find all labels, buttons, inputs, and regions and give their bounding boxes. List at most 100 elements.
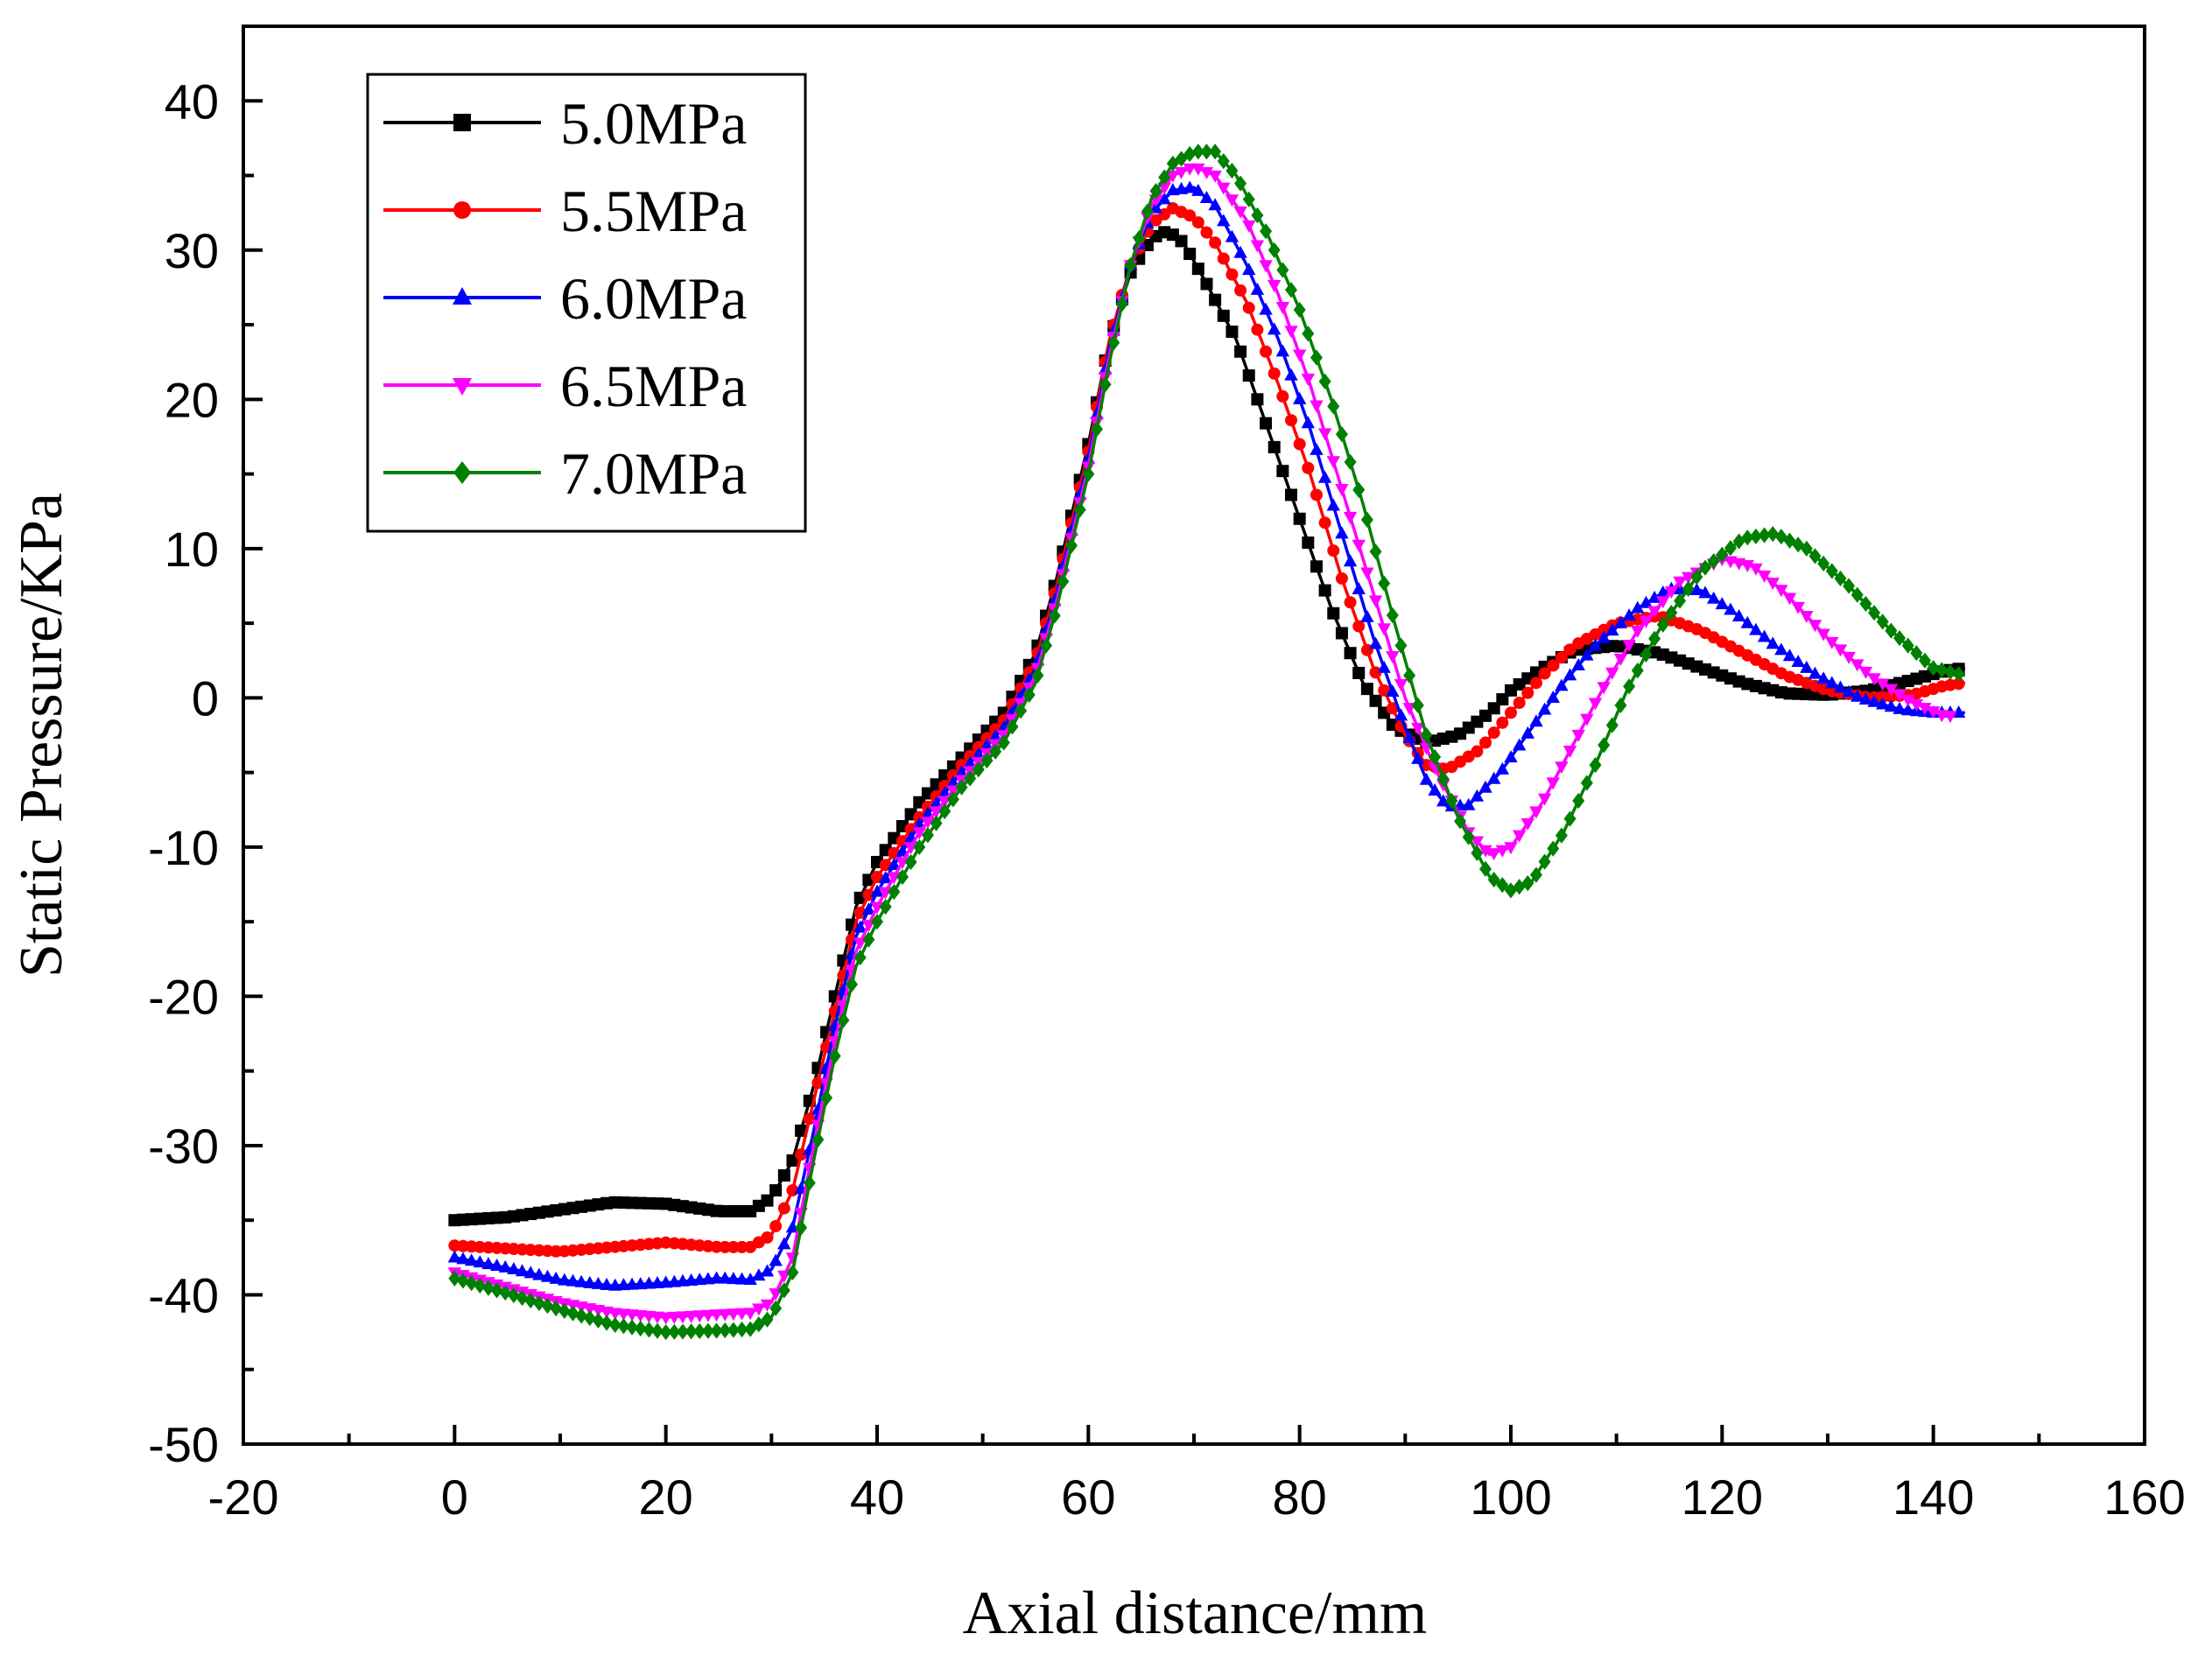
data-point	[1268, 279, 1282, 292]
data-point	[1631, 663, 1644, 679]
data-point	[1191, 163, 1205, 176]
data-point	[1268, 322, 1282, 335]
data-point	[676, 1311, 690, 1324]
data-point	[1555, 761, 1569, 775]
data-point	[1716, 546, 1729, 563]
data-point	[1369, 666, 1382, 679]
data-point	[853, 949, 867, 966]
data-point	[820, 1090, 833, 1106]
data-point	[878, 887, 893, 900]
data-point	[1360, 511, 1373, 528]
data-point	[1310, 442, 1324, 455]
y-tick-label: -30	[148, 1119, 219, 1174]
data-point	[1740, 615, 1754, 628]
data-point	[507, 1262, 521, 1275]
data-point	[643, 1322, 656, 1338]
data-point	[1724, 540, 1737, 557]
legend-entry-6.0MPa: 6.0MPa	[383, 265, 747, 332]
data-point	[1893, 630, 1907, 647]
data-point	[1284, 326, 1298, 339]
data-point	[761, 1194, 774, 1207]
data-point	[608, 1316, 621, 1334]
data-point	[777, 1237, 791, 1250]
data-point	[921, 817, 935, 830]
data-point	[1302, 536, 1315, 550]
data-point	[1808, 666, 1822, 679]
x-tick-label: 40	[850, 1469, 904, 1525]
data-point	[1867, 673, 1881, 686]
data-point	[1343, 554, 1358, 567]
data-point	[709, 1309, 724, 1322]
data-point	[1926, 706, 1941, 719]
data-point	[1199, 166, 1214, 179]
data-point	[734, 1308, 749, 1321]
data-point	[1690, 569, 1703, 586]
data-point	[727, 1308, 741, 1322]
data-point	[1782, 649, 1797, 662]
data-point	[1326, 498, 1340, 511]
data-point	[558, 1273, 572, 1286]
data-point	[1411, 697, 1424, 713]
series-6.0MPa	[447, 180, 1966, 1291]
data-point	[1429, 748, 1442, 766]
data-point	[777, 1169, 790, 1182]
data-point	[1758, 527, 1771, 543]
data-point	[1209, 236, 1222, 249]
data-point	[761, 1231, 774, 1244]
data-point	[1048, 607, 1061, 624]
data-point	[583, 1309, 596, 1327]
data-point	[1250, 282, 1265, 295]
data-point	[1268, 440, 1281, 453]
data-point	[1242, 369, 1255, 382]
data-point	[1901, 694, 1915, 707]
data-point	[938, 803, 952, 820]
data-point	[1200, 226, 1213, 239]
data-point	[1285, 488, 1298, 501]
data-point	[592, 1312, 605, 1329]
data-point	[1352, 539, 1366, 552]
data-point	[1301, 373, 1316, 386]
data-point	[1386, 684, 1400, 698]
data-point	[1495, 761, 1510, 775]
data-point	[1487, 726, 1500, 740]
data-point	[846, 976, 859, 992]
data-point	[1571, 729, 1585, 742]
legend-label: 5.5MPa	[560, 178, 747, 244]
data-point	[1520, 818, 1535, 831]
data-point	[803, 1175, 816, 1191]
legend-swatch-marker	[453, 114, 471, 131]
data-point	[1537, 793, 1552, 806]
data-point	[1369, 694, 1382, 707]
data-point	[1369, 543, 1382, 560]
data-point	[1682, 580, 1695, 597]
data-point	[1791, 601, 1805, 614]
data-point	[1445, 792, 1458, 810]
data-point	[1174, 166, 1189, 179]
data-point	[1689, 582, 1704, 595]
data-point	[1233, 245, 1247, 258]
data-point	[1040, 637, 1053, 654]
data-point	[583, 1275, 597, 1288]
data-point	[1233, 206, 1247, 219]
data-point	[727, 1322, 740, 1338]
data-point	[1513, 879, 1526, 895]
data-point	[718, 1271, 732, 1284]
data-point	[1622, 639, 1636, 652]
data-point	[1562, 668, 1577, 681]
data-point	[1031, 667, 1044, 684]
data-point	[1943, 711, 1957, 724]
data-point	[921, 827, 934, 844]
data-point	[785, 1220, 800, 1233]
data-point	[1209, 144, 1222, 160]
data-point	[1285, 282, 1298, 298]
data-point	[1715, 597, 1730, 610]
data-point	[1647, 590, 1661, 603]
data-point	[1740, 560, 1754, 572]
data-point	[507, 1287, 520, 1304]
data-point	[1242, 191, 1255, 207]
data-point	[1529, 806, 1543, 819]
data-point	[1208, 170, 1222, 183]
data-point	[676, 1323, 689, 1340]
data-point	[1250, 240, 1265, 253]
data-point	[1859, 595, 1872, 613]
